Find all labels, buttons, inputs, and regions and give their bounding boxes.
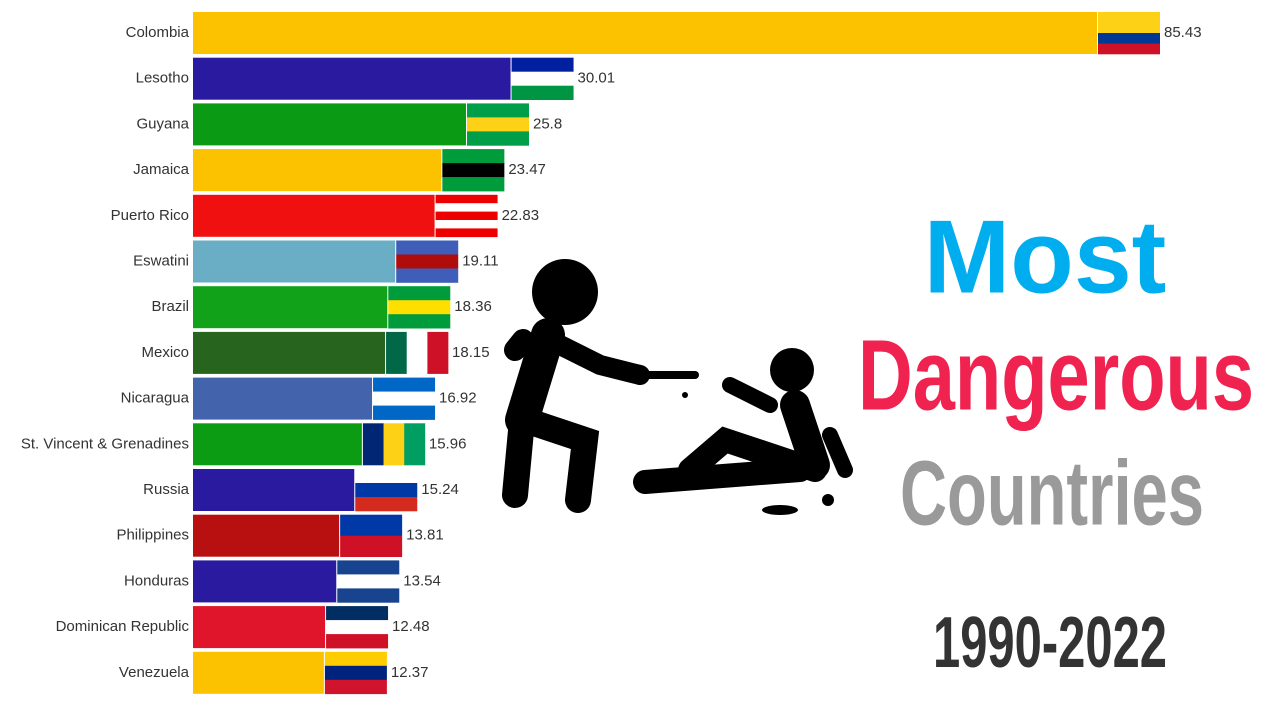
flag-stripe — [1098, 43, 1160, 55]
bar — [193, 103, 467, 146]
flag-stripe — [1098, 22, 1160, 34]
bar — [193, 651, 324, 694]
category-label: Lesotho — [136, 70, 189, 87]
flag-stripe — [435, 211, 498, 221]
flag-stripe — [396, 268, 459, 283]
title-most: Most — [924, 199, 1167, 315]
flag-stripe — [427, 331, 449, 374]
flag-stripe — [1098, 12, 1160, 23]
value-label: 18.36 — [454, 298, 492, 315]
value-label: 16.92 — [439, 390, 477, 407]
bar — [193, 560, 337, 603]
bars: Colombia 85.43 Lesotho 30.01 Guyana 25.8 Jamai… — [21, 12, 1202, 695]
flag-stripe — [373, 405, 436, 420]
bar — [193, 286, 388, 329]
flag-stripe — [355, 483, 418, 498]
category-label: Russia — [143, 481, 190, 498]
value-label: 19.11 — [462, 252, 498, 269]
flag-stripe — [435, 228, 498, 238]
category-label: Puerto Rico — [111, 207, 189, 224]
value-label: 12.37 — [391, 664, 429, 681]
flag-stripe — [340, 514, 403, 536]
bar — [193, 57, 511, 100]
bar — [193, 240, 396, 283]
bar — [193, 149, 442, 192]
flag-stripe — [404, 423, 426, 466]
bar — [193, 423, 362, 466]
value-label: 25.8 — [533, 115, 562, 132]
title-years: 1990-2022 — [933, 603, 1167, 683]
flag-stripe — [388, 314, 451, 329]
flag-stripe — [442, 163, 505, 178]
flag-stripe — [362, 423, 384, 466]
flag-stripe — [383, 423, 405, 466]
category-label: Mexico — [141, 344, 189, 361]
flag-stripe — [388, 300, 451, 315]
flag-stripe — [373, 391, 436, 406]
value-label: 30.01 — [578, 70, 616, 87]
flag-stripe — [324, 679, 387, 695]
flag-stripe — [340, 535, 403, 557]
flag-stripe — [324, 651, 387, 667]
flag-stripe — [435, 203, 498, 212]
flag-stripe — [442, 177, 505, 192]
title-dangerous: Dangerous — [858, 319, 1254, 431]
flag-stripe — [388, 286, 451, 301]
flag-stripe — [467, 103, 530, 118]
flag-stripe — [324, 665, 387, 681]
value-label: 85.43 — [1164, 24, 1202, 41]
bar — [193, 331, 386, 374]
flag-stripe — [337, 574, 400, 589]
category-label: Colombia — [126, 24, 190, 41]
category-label: Nicaragua — [121, 390, 190, 407]
bar — [193, 377, 373, 420]
category-label: Dominican Republic — [56, 618, 190, 635]
category-label: Eswatini — [133, 252, 189, 269]
flag-stripe — [511, 71, 574, 86]
flag-stripe — [326, 606, 389, 621]
flag-stripe — [435, 220, 498, 229]
bar — [193, 514, 340, 557]
flag-stripe — [467, 131, 530, 146]
value-label: 13.81 — [406, 527, 444, 544]
bar — [193, 469, 355, 511]
value-label: 15.96 — [429, 435, 467, 452]
category-label: Philippines — [116, 527, 189, 544]
value-label: 12.48 — [392, 618, 430, 635]
flag-stripe — [467, 117, 530, 132]
flag-stripe — [337, 560, 400, 575]
category-label: St. Vincent & Grenadines — [21, 435, 189, 452]
value-label: 15.24 — [421, 481, 459, 498]
flag-stripe — [386, 331, 408, 374]
value-label: 22.83 — [502, 207, 540, 224]
flag-stripe — [511, 85, 574, 100]
flag-stripe — [355, 469, 418, 484]
value-label: 23.47 — [508, 161, 546, 178]
illustration — [502, 259, 853, 515]
flag-stripe — [355, 497, 418, 512]
title-countries: Countries — [900, 442, 1204, 544]
bar — [193, 194, 435, 237]
value-label: 18.15 — [452, 344, 490, 361]
flag-stripe — [435, 194, 498, 204]
bar — [193, 12, 1097, 54]
category-label: Venezuela — [119, 664, 190, 681]
flag-stripe — [373, 377, 436, 392]
category-label: Brazil — [151, 298, 189, 315]
flag-stripe — [396, 254, 459, 269]
value-label: 13.54 — [403, 572, 441, 589]
flag-stripe — [442, 149, 505, 164]
flag-stripe — [406, 331, 428, 374]
flag-stripe — [337, 588, 400, 603]
flag-stripe — [326, 620, 389, 635]
flag-stripe — [511, 57, 574, 72]
category-label: Honduras — [124, 572, 189, 589]
flag-stripe — [396, 240, 459, 255]
category-label: Jamaica — [133, 161, 190, 178]
flag-stripe — [1098, 33, 1160, 44]
category-label: Guyana — [136, 115, 189, 132]
bar — [193, 606, 326, 649]
flag-stripe — [326, 634, 389, 649]
